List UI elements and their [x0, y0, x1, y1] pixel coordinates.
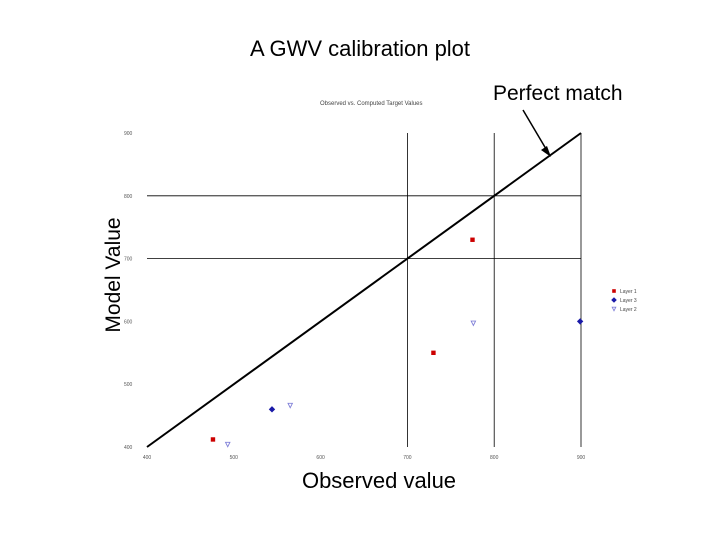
data-points	[210, 237, 584, 448]
y-tick-label: 500	[124, 382, 133, 388]
axis-ticks: 400 500 600 700 800 900 400 500 600 700 800 900	[124, 131, 585, 461]
x-tick-label: 800	[490, 455, 499, 461]
perfect-match-callout: Perfect match	[493, 82, 623, 105]
data-point	[210, 437, 216, 442]
legend-marker	[612, 289, 616, 293]
y-tick-label: 700	[124, 257, 133, 263]
legend-marker	[611, 297, 617, 303]
legend-marker	[611, 306, 617, 312]
callout-arrow-head	[541, 146, 551, 157]
data-point	[431, 350, 436, 355]
legend-label: Layer 2	[620, 307, 637, 313]
x-tick-label: 600	[316, 455, 325, 461]
perfect-match-diagonal	[146, 132, 582, 448]
perfect-match-line	[146, 132, 582, 448]
legend-label: Layer 3	[620, 298, 637, 304]
x-tick-label: 400	[143, 455, 152, 461]
data-point	[287, 402, 294, 409]
x-tick-label: 900	[577, 455, 586, 461]
plot-frame	[147, 133, 582, 447]
data-point	[268, 406, 276, 413]
x-axis-title: Observed value	[301, 468, 457, 493]
y-tick-label: 600	[124, 319, 133, 325]
data-point	[576, 318, 584, 325]
x-tick-label: 500	[230, 455, 239, 461]
x-tick-label: 700	[403, 455, 412, 461]
y-tick-label: 800	[124, 194, 133, 200]
data-point	[470, 320, 477, 327]
legend-label: Layer 1	[620, 289, 637, 295]
y-tick-label: 400	[124, 445, 133, 451]
data-point	[470, 237, 475, 242]
slide-title: A GWV calibration plot	[249, 36, 471, 61]
callout-arrow-shaft	[522, 109, 550, 155]
y-tick-label: 900	[124, 131, 133, 137]
legend: Layer 1 Layer 3 Layer 2	[611, 289, 637, 313]
callout-arrow	[522, 109, 551, 157]
chart-title: Observed vs. Computed Target Values	[320, 101, 423, 107]
data-point	[224, 441, 231, 448]
